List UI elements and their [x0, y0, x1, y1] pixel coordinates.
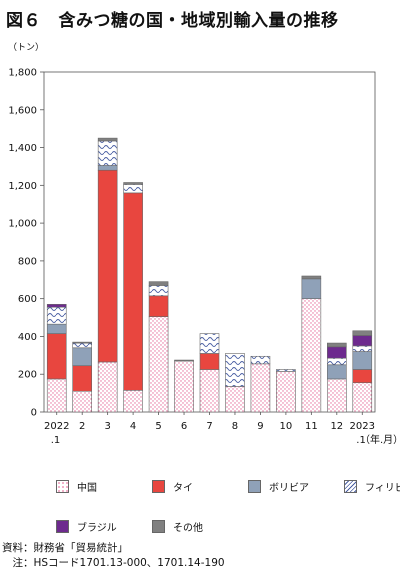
legend-item: ブラジル: [56, 519, 117, 534]
x-tick-label: 2023: [350, 421, 375, 432]
bar-segment: [72, 347, 92, 367]
x-tick-label: 10: [280, 421, 293, 432]
bar-segment: [123, 192, 143, 391]
bar-segment: [97, 137, 118, 142]
bar-segment: [327, 357, 347, 366]
y-tick-label: 1,200: [8, 181, 37, 192]
x-tick-label: 7: [206, 421, 212, 432]
source-line: 資料：財務省「貿易統計」: [2, 542, 128, 554]
bar-segment: [301, 278, 322, 299]
x-tick-label: 2022: [44, 421, 69, 432]
y-tick-label: 400: [18, 332, 37, 343]
bar-segment: [123, 389, 143, 413]
bar-segment: [123, 184, 143, 194]
bar-segment: [327, 378, 347, 413]
bar-segment: [46, 333, 67, 380]
bar-segment: [327, 342, 347, 348]
bar-segment: [327, 346, 347, 359]
chart-bars: [46, 137, 373, 413]
bar-chart: 0 200 400 600 800 1,000 1,200 1,400 1,600 1,800 20…: [8, 68, 400, 447]
x-tick-label: 3: [104, 421, 110, 432]
note-line: 注：HSコード1701.13-000、1701.14-190: [2, 557, 225, 569]
bar-segment: [352, 335, 373, 347]
bar-segment: [225, 353, 245, 387]
bar-segment: [276, 369, 296, 372]
bar-segment: [72, 390, 92, 413]
bar-segment: [352, 369, 373, 384]
y-unit-label: （トン）: [8, 43, 45, 53]
bar-segment: [46, 323, 67, 334]
bar-segment: [148, 316, 169, 413]
bar-segment: [97, 169, 118, 363]
bar-segment: [199, 333, 220, 354]
bar-segment: [97, 165, 118, 171]
bar-segment: [174, 359, 194, 362]
y-tick-label: 1,000: [8, 219, 37, 230]
x-tick-label: 6: [181, 421, 187, 432]
bar-segment: [199, 369, 220, 413]
bar-segment: [352, 345, 373, 352]
x-tick-sublabel: .1: [356, 435, 366, 446]
bar-segment: [72, 365, 92, 392]
y-tick-label: 200: [18, 370, 37, 381]
bar-segment: [72, 342, 92, 349]
bar-segment: [301, 298, 322, 413]
x-tick-label: 12: [330, 421, 343, 432]
bar-segment: [301, 275, 322, 280]
bar-segment: [352, 382, 373, 413]
bar-segment: [72, 341, 92, 344]
y-tick-label: 1,400: [8, 143, 37, 154]
bar-segment: [174, 360, 194, 413]
legend-label: その他: [173, 523, 203, 534]
x-unit-label: （年.月）: [360, 433, 400, 446]
legend-swatch: [56, 520, 69, 533]
x-tick-label: 2: [79, 421, 85, 432]
x-tick-label: 8: [232, 421, 238, 432]
bar-segment: [46, 306, 67, 325]
bar-segment: [97, 361, 118, 413]
bar-segment: [250, 363, 271, 413]
x-tick-label: 11: [305, 421, 318, 432]
bar-segment: [46, 304, 67, 308]
source-note: 資料：財務省「貿易統計」 注：HSコード1701.13-000、1701.14-…: [2, 541, 225, 571]
bar-segment: [148, 295, 169, 317]
bar-segment: [276, 371, 296, 413]
legend-label: ブラジル: [77, 523, 117, 534]
bar-segment: [199, 353, 220, 370]
chart-labels: 0 200 400 600 800 1,000 1,200 1,400 1,600 1,800 20…: [8, 68, 400, 447]
bar-segment: [148, 285, 169, 297]
x-tick-sublabel: .1: [51, 435, 61, 446]
y-tick-label: 1,600: [8, 105, 37, 116]
x-tick-label: 9: [257, 421, 263, 432]
x-tick-label: 4: [130, 421, 136, 432]
bar-segment: [352, 330, 373, 336]
bar-segment: [250, 355, 271, 365]
y-tick-label: 1,800: [8, 68, 37, 79]
bar-segment: [46, 378, 67, 413]
bar-segment: [327, 364, 347, 380]
bar-segment: [148, 281, 169, 286]
chart-title: 図６ 含みつ糖の国・地域別輸入量の推移: [6, 11, 339, 31]
x-tick-label: 5: [155, 421, 161, 432]
bar-segment: [123, 182, 143, 185]
bar-segment: [352, 351, 373, 370]
bar-segment: [225, 386, 245, 413]
bar-segment: [97, 140, 118, 166]
y-tick-label: 800: [18, 256, 37, 267]
y-tick-label: 600: [18, 294, 37, 305]
legend-item: その他: [152, 519, 203, 534]
legend-swatch: [152, 520, 165, 533]
y-tick-label: 0: [31, 408, 37, 419]
